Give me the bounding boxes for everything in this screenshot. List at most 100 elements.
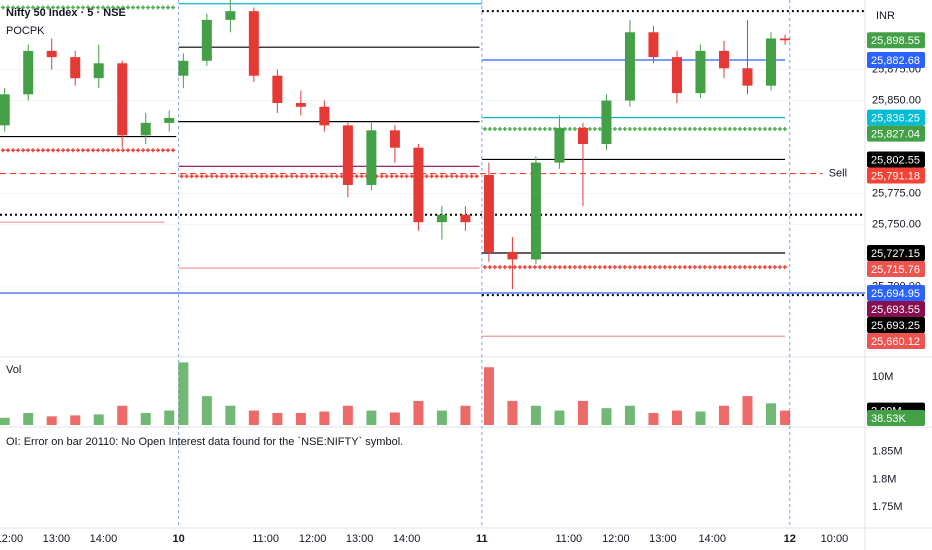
candle-body bbox=[225, 11, 236, 20]
candle-body bbox=[23, 50, 34, 95]
volume-bar bbox=[780, 410, 791, 425]
price-badge bbox=[867, 151, 925, 168]
price-badge-label: 25,693.55 bbox=[871, 304, 920, 316]
price-badge bbox=[867, 300, 925, 317]
price-badge bbox=[867, 284, 925, 301]
candle-body bbox=[601, 100, 612, 144]
volume-bar bbox=[577, 400, 588, 425]
volume-bar bbox=[624, 405, 635, 425]
volume-bar bbox=[413, 400, 424, 425]
volume-bar bbox=[389, 412, 400, 425]
volume-title: Vol bbox=[6, 364, 21, 376]
y-tick-label: 10M bbox=[872, 371, 893, 383]
candle-body bbox=[164, 117, 175, 123]
level-label: Sell bbox=[829, 167, 847, 179]
candle-body bbox=[780, 38, 791, 41]
price-badge bbox=[867, 410, 925, 426]
volume-bar bbox=[366, 410, 377, 425]
price-badge bbox=[867, 109, 925, 126]
volume-bar bbox=[554, 410, 565, 425]
candle-body bbox=[389, 130, 400, 148]
chart-title: Nifty 50 Index · 5 · NSE bbox=[6, 7, 126, 19]
price-badge-label: 38.53K bbox=[871, 413, 907, 425]
y-tick-label: 25,750.00 bbox=[872, 219, 921, 231]
price-badge bbox=[867, 51, 925, 68]
price-badge bbox=[867, 261, 925, 278]
price-badge bbox=[867, 332, 925, 349]
volume-bar bbox=[117, 405, 128, 425]
candle-body bbox=[117, 63, 128, 136]
volume-bar bbox=[46, 416, 57, 425]
currency: INR bbox=[876, 10, 895, 22]
y-tick-label: 25,775.00 bbox=[872, 188, 921, 200]
candle-body bbox=[342, 125, 353, 185]
candle-body bbox=[624, 32, 635, 101]
candle-body bbox=[366, 130, 377, 185]
y-tick-label: 1.75M bbox=[872, 501, 903, 513]
candle-body bbox=[319, 106, 330, 126]
candle-body bbox=[577, 127, 588, 144]
candle-body bbox=[248, 11, 259, 76]
price-badge-label: 25,660.12 bbox=[871, 336, 920, 348]
candle-body bbox=[0, 94, 10, 126]
volume-bar bbox=[483, 367, 494, 425]
price-badge bbox=[867, 32, 925, 49]
volume-bar bbox=[742, 396, 753, 425]
candle-body bbox=[460, 214, 471, 223]
candle-body bbox=[178, 60, 189, 76]
x-tick-label: 14:00 bbox=[90, 533, 118, 545]
price-badge-label: 25,715.76 bbox=[871, 264, 920, 276]
price-badge-label: 25,693.25 bbox=[871, 320, 920, 332]
volume-bar bbox=[225, 405, 236, 425]
y-tick-label: 1.8M bbox=[872, 473, 896, 485]
x-tick-label: 13:00 bbox=[346, 533, 374, 545]
volume-bar bbox=[648, 412, 659, 425]
volume-bar bbox=[765, 403, 776, 425]
volume-bar bbox=[140, 412, 151, 425]
x-tick-label: 11:00 bbox=[252, 533, 279, 545]
volume-bar bbox=[201, 396, 212, 425]
price-badge-label: 25,694.95 bbox=[871, 288, 920, 300]
price-badge bbox=[867, 167, 925, 184]
x-tick-label: 11:00 bbox=[555, 533, 582, 545]
x-tick-label: 12 bbox=[784, 533, 796, 545]
candle-body bbox=[507, 251, 518, 260]
candle-body bbox=[530, 162, 541, 260]
volume-bar bbox=[601, 408, 612, 425]
volume-bar bbox=[178, 362, 189, 425]
candle-body bbox=[93, 63, 104, 79]
candle-body bbox=[272, 75, 283, 104]
volume-bar bbox=[695, 411, 706, 425]
candle-body bbox=[436, 214, 447, 223]
volume-bar bbox=[70, 415, 81, 425]
price-badge-label: 25,836.25 bbox=[871, 113, 920, 125]
level-crosses bbox=[1, 148, 175, 153]
candle-body bbox=[201, 19, 212, 61]
x-tick-label: 11 bbox=[476, 533, 488, 545]
volume-bar bbox=[671, 410, 682, 425]
volume-bar bbox=[93, 414, 104, 425]
candle-body bbox=[765, 38, 776, 86]
volume-bar bbox=[248, 410, 259, 425]
volume-bar bbox=[164, 410, 175, 425]
candle-body bbox=[554, 127, 565, 163]
price-badge-label: 25,727.15 bbox=[871, 248, 920, 260]
candle-body bbox=[671, 57, 682, 94]
volume-bar bbox=[23, 412, 34, 425]
indicator-name: POCPK bbox=[6, 25, 45, 37]
volume-bar bbox=[319, 411, 330, 425]
x-tick-label: 14:00 bbox=[393, 533, 421, 545]
x-tick-label: 12:00 bbox=[602, 533, 630, 545]
candle-body bbox=[413, 147, 424, 223]
volume-bar bbox=[530, 405, 541, 425]
volume-bar bbox=[295, 412, 306, 425]
x-tick-label: 10:00 bbox=[821, 533, 849, 545]
price-badge bbox=[867, 245, 925, 262]
x-tick-label: 12:00 bbox=[0, 533, 23, 545]
candle-body bbox=[46, 50, 57, 58]
volume-bar bbox=[507, 400, 518, 425]
overlay: Nifty 50 Index · 5 · NSE POCPK INR Vol O… bbox=[6, 7, 895, 448]
y-tick-label: 25,850.00 bbox=[872, 94, 921, 106]
